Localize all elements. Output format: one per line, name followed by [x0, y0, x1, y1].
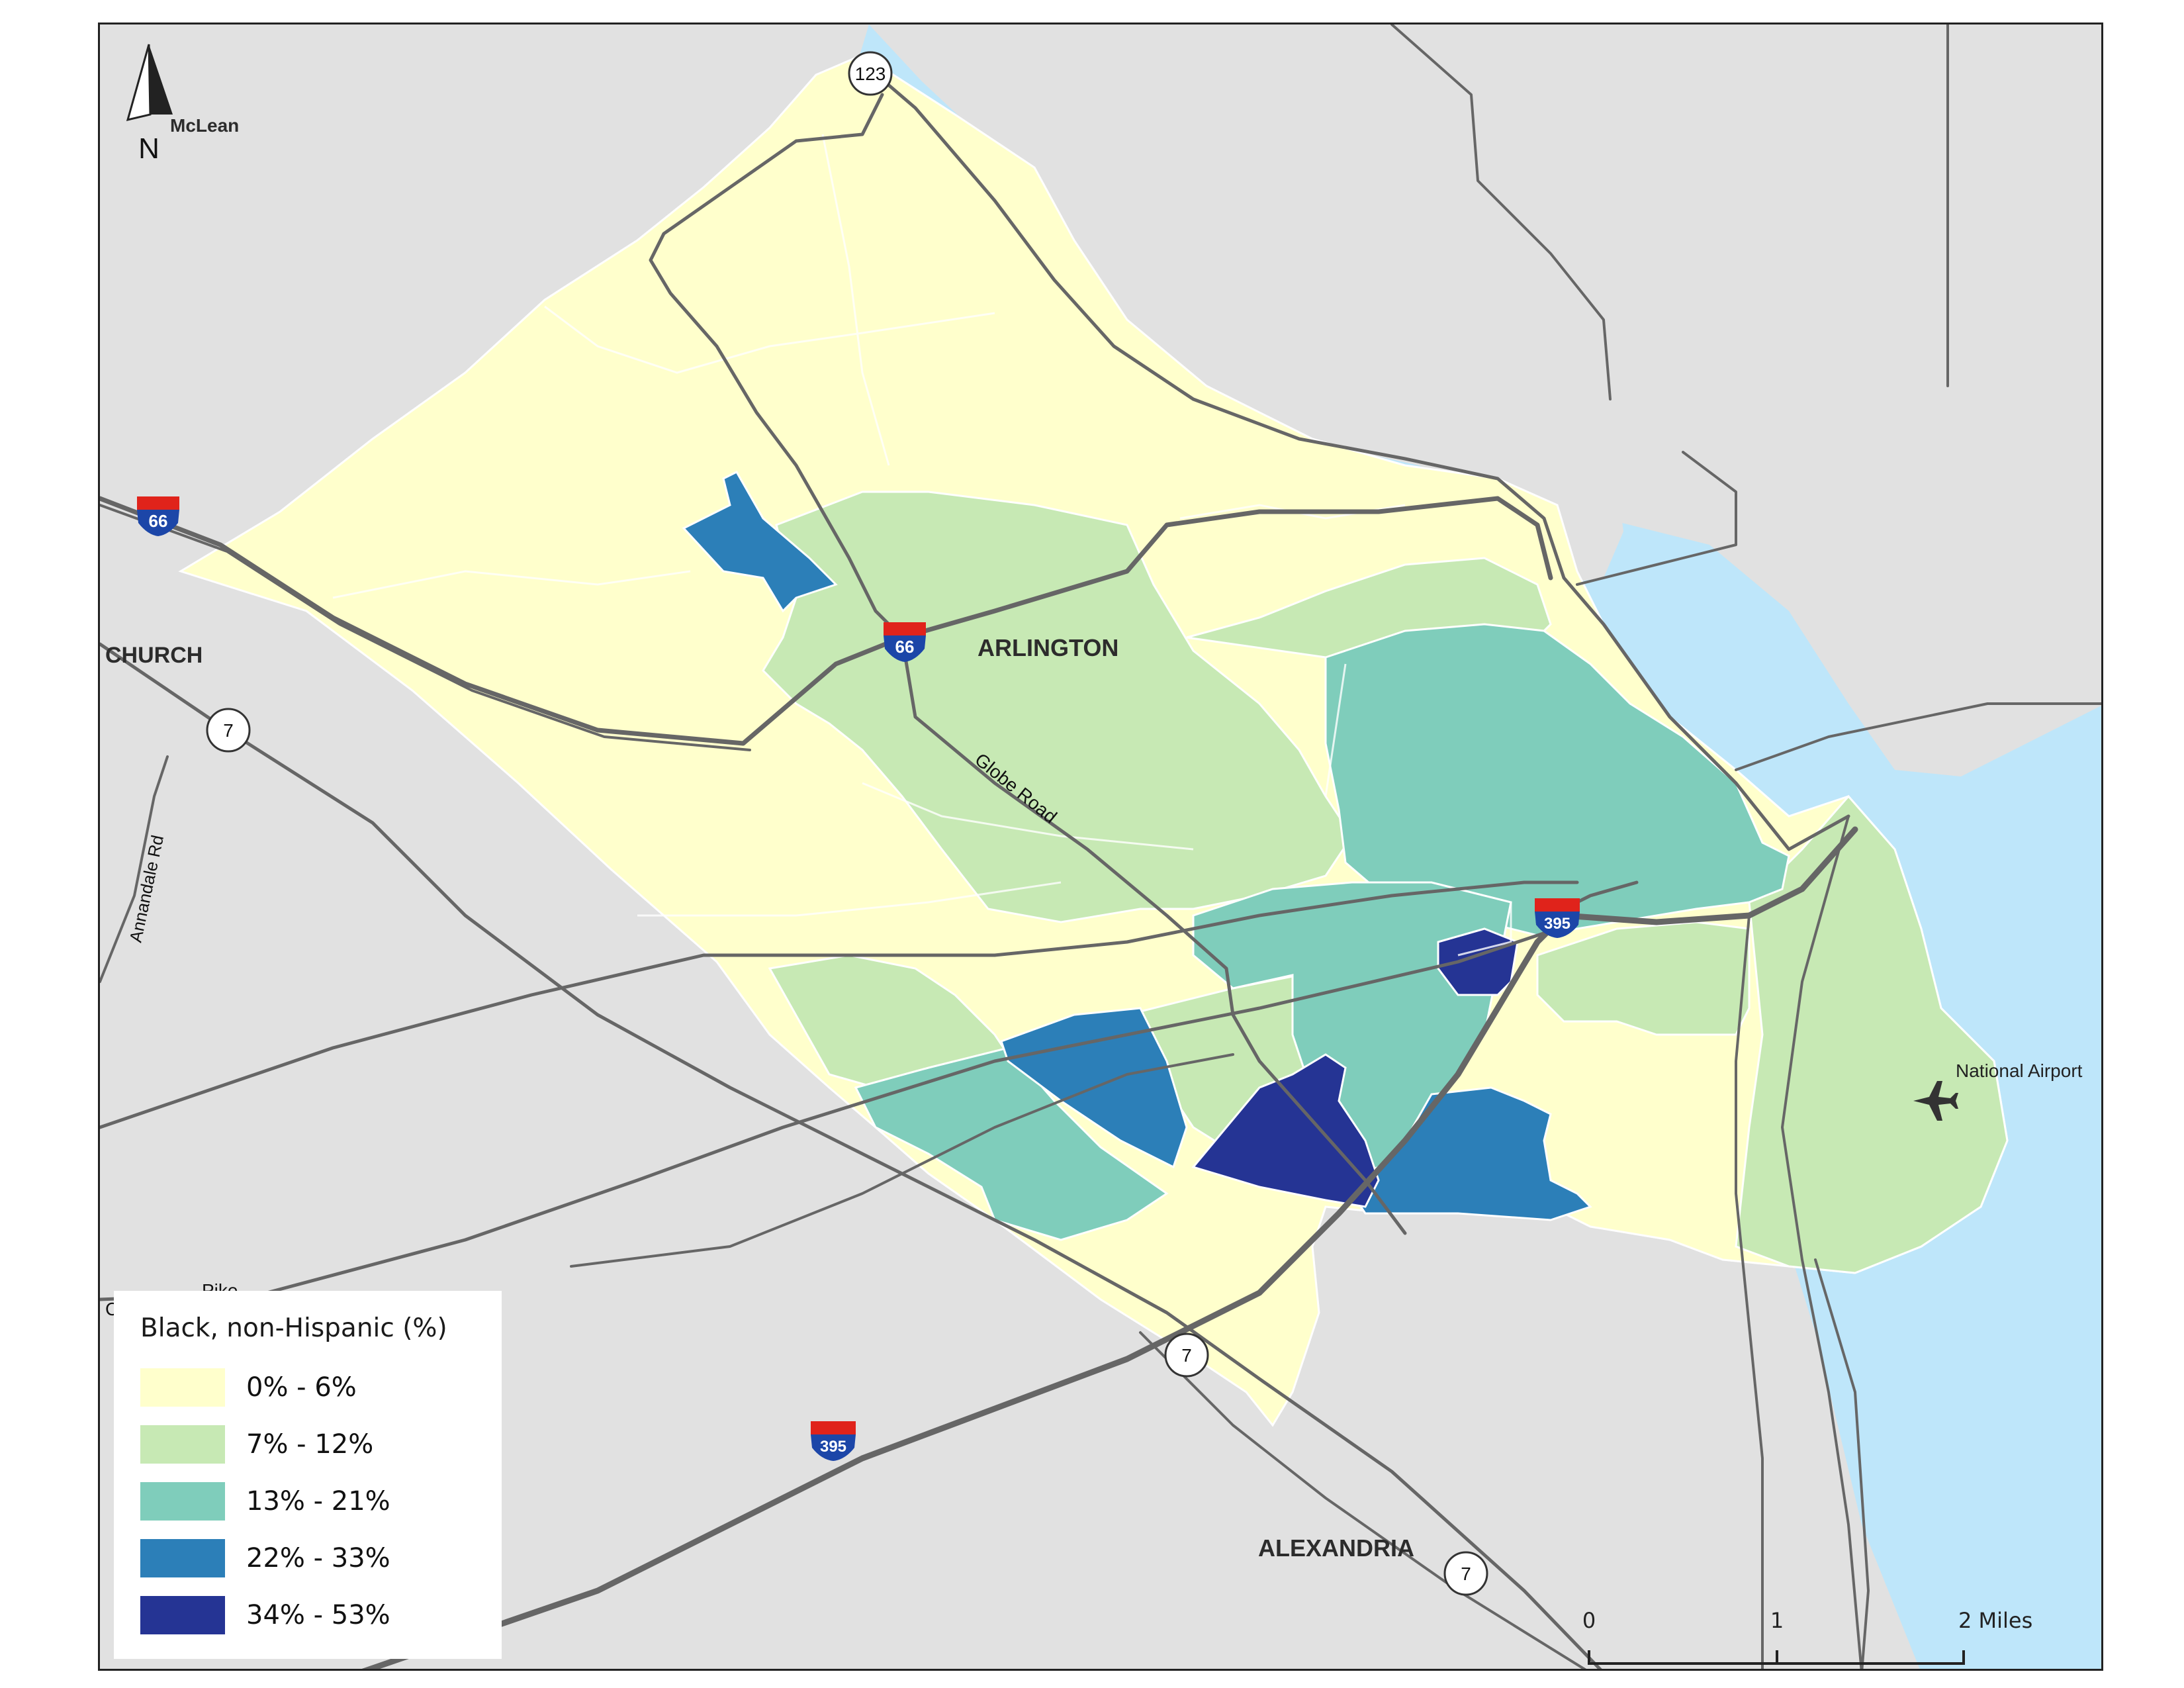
roads	[100, 24, 2101, 1669]
interstate-shield-66-east: 66	[884, 622, 926, 662]
route-shield-7-south: 7	[1443, 1551, 1488, 1596]
route-7	[100, 642, 1602, 1669]
north-arrow-icon	[126, 44, 152, 122]
tract[interactable]	[682, 471, 838, 613]
shield-label: 123	[855, 64, 886, 84]
legend-swatch	[140, 1425, 225, 1464]
tract[interactable]	[1437, 927, 1519, 996]
shield-label: 7	[1461, 1564, 1471, 1584]
legend-label: 13% - 21%	[246, 1486, 390, 1517]
route-shield-7-west: 7	[206, 708, 251, 753]
legend: Black, non-Hispanic (%) 0% - 6% 7% - 12%…	[114, 1291, 502, 1659]
i-395	[361, 826, 1858, 1669]
map-canvas[interactable]: 66 66 395 395 123 7 7 7 McLean CHURCH AR…	[100, 24, 2103, 1671]
legend-label: 22% - 33%	[246, 1543, 390, 1573]
place-label-alexandria: ALEXANDRIA	[1258, 1534, 1414, 1562]
scale-tick-0: 0	[1582, 1608, 1596, 1633]
scale-tick-1: 1	[1770, 1608, 1784, 1633]
shield-label: 66	[149, 511, 168, 531]
airplane-icon	[1913, 1081, 1958, 1121]
legend-title: Black, non-Hispanic (%)	[140, 1313, 447, 1343]
columbia-pike	[100, 927, 1559, 1301]
scale-tick-2-miles: 2 Miles	[1958, 1608, 2032, 1633]
legend-label: 7% - 12%	[246, 1429, 374, 1460]
legend-swatch	[140, 1368, 225, 1407]
legend-item: 7% - 12%	[140, 1416, 475, 1473]
route-shield-123: 123	[848, 51, 893, 96]
legend-item: 34% - 53%	[140, 1587, 475, 1644]
legend-item: 0% - 6%	[140, 1359, 475, 1416]
tract[interactable]	[1351, 1086, 1592, 1221]
legend-swatch	[140, 1596, 225, 1634]
tract[interactable]	[1735, 794, 2009, 1274]
george-washington-parkway	[867, 66, 1850, 851]
tract[interactable]	[1191, 1053, 1380, 1208]
shield-label: 395	[820, 1438, 846, 1456]
legend-item: 22% - 33%	[140, 1530, 475, 1587]
legend-swatch	[140, 1482, 225, 1521]
route-shield-7-center: 7	[1164, 1333, 1209, 1378]
interstate-shield-66-west: 66	[137, 496, 179, 536]
shield-label: 7	[1181, 1345, 1192, 1366]
route-50	[100, 880, 1579, 1129]
legend-rows: 0% - 6% 7% - 12% 13% - 21% 22% - 33% 34%…	[140, 1359, 475, 1644]
tract[interactable]	[1536, 921, 1751, 1036]
place-label-national-airport: National Airport	[1956, 1060, 2083, 1081]
shield-label: 7	[223, 720, 234, 741]
tract[interactable]	[762, 491, 1353, 923]
north-arrow-label: N	[138, 132, 159, 165]
shield-label: 66	[895, 637, 915, 657]
legend-swatch	[140, 1539, 225, 1577]
place-label-arlington: ARLINGTON	[978, 634, 1118, 661]
place-label-mclean: McLean	[170, 115, 239, 136]
shield-label: 395	[1544, 915, 1570, 933]
globe-road	[900, 635, 1407, 1235]
annandale-road	[100, 755, 169, 983]
north-arrow: N	[126, 44, 173, 165]
legend-label: 0% - 6%	[246, 1372, 357, 1403]
legend-item: 13% - 21%	[140, 1473, 475, 1530]
road-label-annandale-rd: Annandale Rd	[126, 833, 168, 944]
place-label-church: CHURCH	[105, 643, 203, 668]
interstate-shield-395-north: 395	[1535, 898, 1580, 938]
scale-bar: 0 1 2 Miles	[1582, 1608, 2032, 1665]
interstate-shield-395-south: 395	[811, 1421, 856, 1461]
census-tracts	[178, 54, 2009, 1427]
i-66	[100, 496, 1553, 746]
legend-label: 34% - 53%	[246, 1600, 390, 1630]
